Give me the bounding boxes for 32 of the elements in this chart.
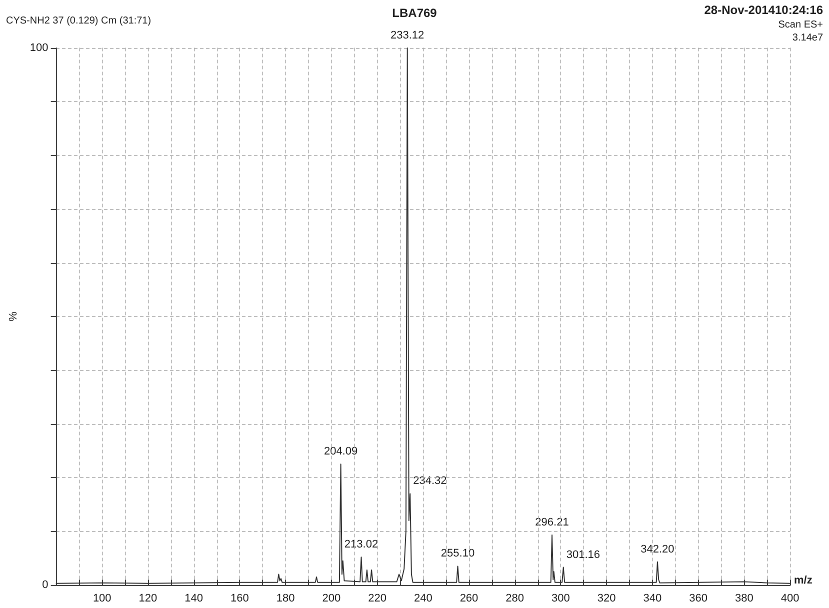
x-tick-label: 140 bbox=[184, 592, 204, 604]
y-axis-title: % bbox=[8, 311, 20, 322]
annotation: 255.10 bbox=[440, 548, 475, 560]
text: 3.14e7 bbox=[792, 32, 824, 44]
x-tick-label: 300 bbox=[552, 592, 570, 604]
y-tick-label: 0 bbox=[42, 579, 48, 591]
annotation: 342.20 bbox=[640, 543, 674, 556]
x-tick-label: 100 bbox=[92, 592, 112, 604]
x-tick-label: 320 bbox=[597, 592, 616, 604]
annotation: 301.16 bbox=[566, 548, 600, 561]
x-tick-label: 120 bbox=[138, 592, 158, 604]
x-tick-label: 240 bbox=[414, 592, 432, 604]
x-tick-label: 360 bbox=[689, 592, 708, 604]
text: 28-Nov-201410:24:16 bbox=[704, 3, 824, 17]
x-tick-label: 180 bbox=[276, 592, 295, 604]
x-tick-label: 340 bbox=[643, 592, 662, 604]
text: CYS-NH2 37 (0.129) Cm (31:71) bbox=[6, 16, 152, 26]
x-tick-label: 380 bbox=[734, 592, 754, 604]
annotation: 213.02 bbox=[344, 538, 378, 551]
x-tick-label: 160 bbox=[230, 592, 249, 604]
x-tick-label: 400 bbox=[780, 592, 800, 604]
x-tick-label: 280 bbox=[506, 592, 524, 604]
x-tick-label: 260 bbox=[460, 592, 478, 604]
annotation: 204.09 bbox=[324, 446, 358, 458]
x-tick-label: 220 bbox=[368, 592, 386, 604]
x-tick-label: 200 bbox=[322, 592, 341, 604]
annotation: 296.21 bbox=[535, 516, 569, 529]
text: Scan ES+ bbox=[778, 20, 824, 30]
chart-title: LBA769 bbox=[392, 6, 438, 20]
annotation: 234.32 bbox=[413, 475, 447, 488]
annotation: 233.12 bbox=[390, 30, 424, 42]
x-axis-title: m/z bbox=[794, 574, 813, 586]
